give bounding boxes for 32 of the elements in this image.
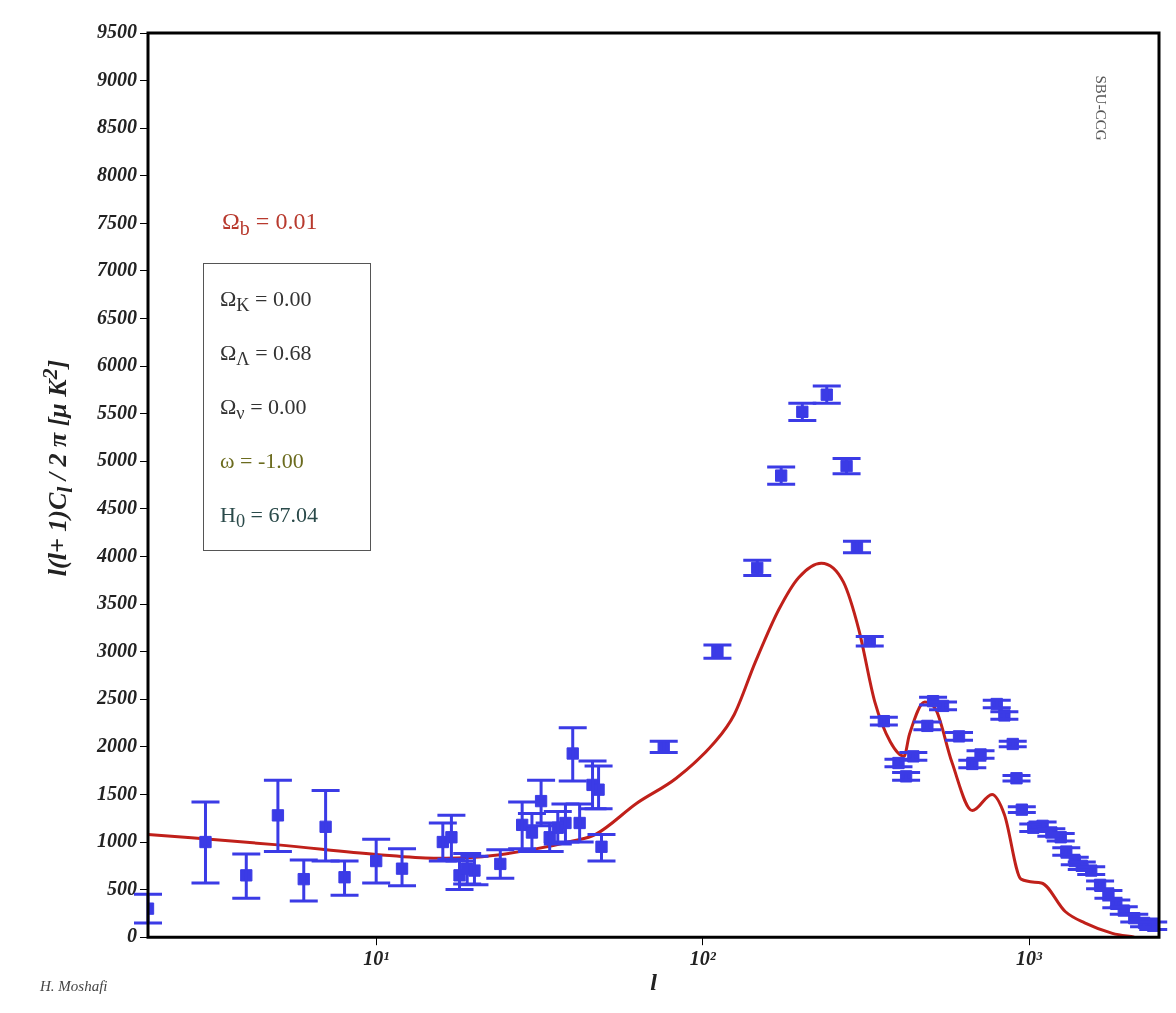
y-tick-label: 6500	[97, 305, 137, 328]
annotation: SBU-CCG	[1091, 75, 1109, 141]
y-tick-label: 1000	[97, 829, 137, 852]
y-tick-label: 8000	[97, 162, 137, 185]
x-axis-title: l	[650, 968, 658, 995]
annotation: Ω$_{ν}$ = 0.00	[220, 393, 308, 426]
annotation: ω = -1.00	[220, 447, 305, 475]
text: H. Moshafi	[40, 978, 108, 995]
y-tick-label: 5000	[97, 448, 137, 471]
y-tick-label: 5500	[97, 400, 137, 423]
y-tick-label: 0	[127, 924, 137, 947]
y-tick-label: 3000	[96, 638, 137, 661]
x-tick-label: 10¹	[363, 947, 390, 970]
annotation: H$_{0}$ = 67.04	[220, 501, 319, 534]
y-tick-label: 6000	[97, 353, 137, 376]
annotation: Ω$_{Λ}$ = 0.68	[220, 339, 313, 372]
y-tick-label: 3500	[96, 591, 137, 614]
y-tick-label: 9000	[97, 67, 137, 90]
y-tick-label: 7000	[97, 258, 137, 281]
y-tick-label: 2500	[96, 686, 137, 709]
y-tick-label: 500	[107, 876, 137, 899]
x-tick-label: 10²	[689, 947, 717, 970]
annotation: Ω$_{b}$ = 0.01	[222, 208, 318, 240]
y-tick-label: 1500	[97, 781, 137, 804]
y-tick-label: 4500	[96, 496, 137, 519]
y-tick-label: 8500	[97, 115, 137, 138]
x-tick-label: 10³	[1016, 947, 1044, 970]
y-tick-label: 9500	[97, 20, 137, 43]
y-tick-label: 2000	[96, 734, 137, 757]
y-tick-label: 7500	[97, 210, 137, 233]
annotation: Ω$_{K}$ = 0.00	[220, 285, 313, 318]
y-tick-label: 4000	[96, 543, 137, 566]
